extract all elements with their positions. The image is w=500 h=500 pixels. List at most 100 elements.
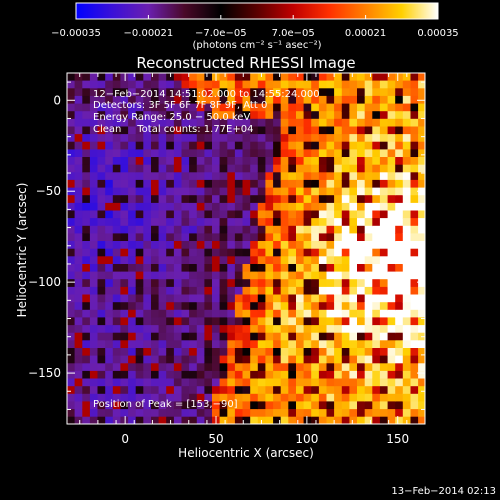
heatmap-pixel <box>311 95 320 105</box>
heatmap-pixel <box>364 370 373 380</box>
heatmap-pixel <box>143 111 152 120</box>
heatmap-pixel <box>364 95 373 105</box>
heatmap-pixel <box>364 134 373 143</box>
heatmap-pixel <box>227 279 236 288</box>
heatmap-pixel <box>181 88 190 97</box>
heatmap-pixel <box>135 88 144 97</box>
heatmap-pixel <box>303 325 312 334</box>
heatmap-pixel <box>357 416 366 424</box>
heatmap-pixel <box>296 309 305 318</box>
heatmap-pixel <box>402 332 411 341</box>
heatmap-pixel <box>166 172 175 181</box>
heatmap-pixel <box>318 248 328 257</box>
heatmap-pixel <box>151 88 160 97</box>
heatmap-pixel <box>219 317 228 326</box>
heatmap-pixel <box>303 233 312 242</box>
heatmap-pixel <box>135 325 144 334</box>
heatmap-pixel <box>288 172 297 181</box>
heatmap-pixel <box>128 149 137 158</box>
heatmap-pixel <box>311 202 320 212</box>
heatmap-pixel <box>334 179 343 189</box>
heatmap-pixel <box>357 248 366 257</box>
heatmap-pixel <box>158 363 167 372</box>
heatmap-pixel <box>212 164 221 173</box>
heatmap-pixel <box>288 332 297 341</box>
heatmap-pixel <box>341 309 350 318</box>
heatmap-pixel <box>227 401 236 410</box>
heatmap-pixel <box>357 370 366 380</box>
heatmap-pixel <box>158 401 167 410</box>
heatmap-pixel <box>357 202 366 212</box>
heatmap-pixel <box>204 88 213 97</box>
heatmap-pixel <box>204 149 213 158</box>
heatmap-pixel <box>379 187 389 196</box>
heatmap-pixel <box>341 187 350 196</box>
heatmap-pixel <box>349 179 358 189</box>
heatmap-pixel <box>349 416 358 424</box>
heatmap-pixel <box>402 302 411 311</box>
heatmap-pixel <box>128 202 137 212</box>
heatmap-pixel <box>318 309 328 318</box>
heatmap-pixel <box>89 370 99 380</box>
heatmap-pixel <box>189 95 198 105</box>
heatmap-pixel <box>105 134 114 143</box>
heatmap-pixel <box>288 157 297 166</box>
heatmap-pixel <box>410 386 419 395</box>
heatmap-pixel <box>67 80 76 89</box>
heatmap-pixel <box>151 73 160 82</box>
heatmap-pixel <box>143 149 152 158</box>
heatmap-pixel <box>151 401 160 410</box>
heatmap-pixel <box>395 409 404 418</box>
heatmap-pixel <box>135 256 144 265</box>
heatmap-pixel <box>74 393 83 402</box>
heatmap-pixel <box>379 332 389 341</box>
heatmap-pixel <box>349 271 358 280</box>
heatmap-pixel <box>410 317 419 326</box>
heatmap-pixel <box>250 233 259 242</box>
heatmap-pixel <box>219 378 228 387</box>
heatmap-pixel <box>318 95 328 105</box>
heatmap-pixel <box>89 187 99 196</box>
heatmap-pixel <box>288 248 297 257</box>
heatmap-pixel <box>280 80 289 89</box>
heatmap-pixel <box>418 363 425 372</box>
heatmap-pixel <box>364 225 373 234</box>
heatmap-pixel <box>234 340 244 349</box>
heatmap-pixel <box>128 348 137 357</box>
heatmap-pixel <box>357 218 366 227</box>
heatmap-pixel <box>341 126 350 135</box>
heatmap-pixel <box>372 149 381 158</box>
heatmap-pixel <box>143 164 152 173</box>
heatmap-pixel <box>181 225 190 234</box>
heatmap-pixel <box>234 233 244 242</box>
heatmap-pixel <box>189 248 198 257</box>
heatmap-pixel <box>227 141 236 150</box>
heatmap-pixel <box>128 134 137 143</box>
heatmap-pixel <box>265 401 274 410</box>
heatmap-pixel <box>303 340 312 349</box>
heatmap-pixel <box>204 332 213 341</box>
heatmap-pixel <box>273 88 282 97</box>
heatmap-pixel <box>227 233 236 242</box>
heatmap-pixel <box>120 348 129 357</box>
heatmap-pixel <box>341 302 350 311</box>
heatmap-pixel <box>135 370 144 380</box>
heatmap-pixel <box>379 95 389 105</box>
heatmap-pixel <box>311 378 320 387</box>
heatmap-pixel <box>196 348 205 357</box>
heatmap-pixel <box>234 179 244 189</box>
heatmap-pixel <box>379 248 389 257</box>
heatmap-pixel <box>166 248 175 257</box>
heatmap-pixel <box>341 248 350 257</box>
heatmap-pixel <box>379 202 389 212</box>
heatmap-pixel <box>219 241 228 250</box>
heatmap-pixel <box>364 103 373 112</box>
heatmap-pixel <box>372 264 381 273</box>
heatmap-pixel <box>181 248 190 257</box>
heatmap-pixel <box>227 386 236 395</box>
heatmap-pixel <box>318 225 328 234</box>
heatmap-pixel <box>82 370 91 380</box>
heatmap-pixel <box>402 294 411 303</box>
heatmap-pixel <box>227 95 236 105</box>
